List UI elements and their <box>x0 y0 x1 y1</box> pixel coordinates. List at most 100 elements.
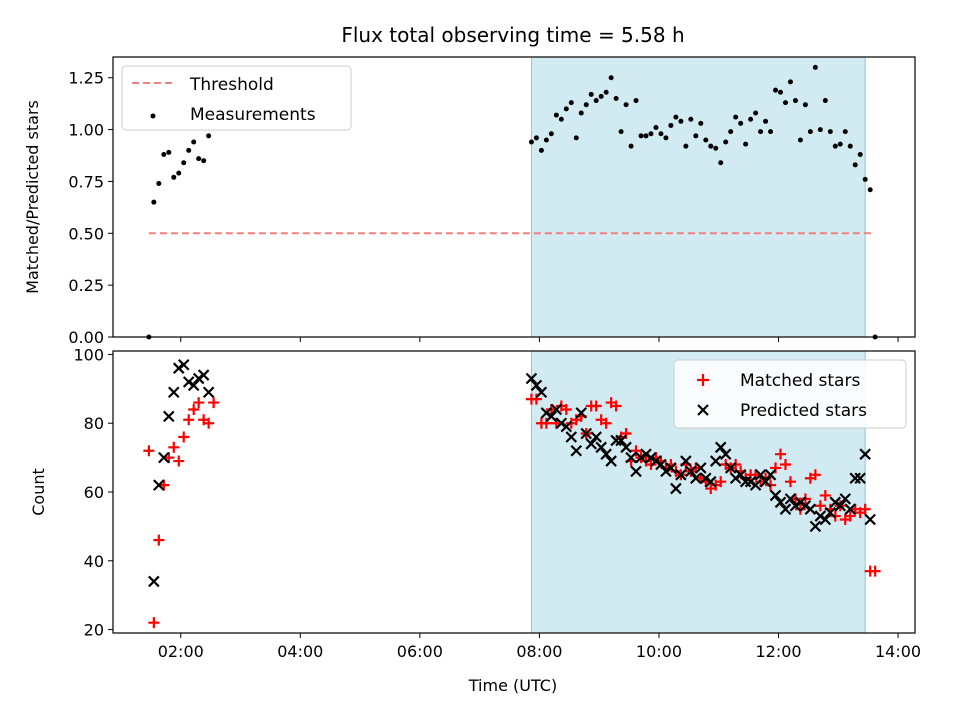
top-y-tick-label: 0.50 <box>68 224 104 243</box>
measurements-point <box>698 120 704 126</box>
predicted-stars-point <box>655 458 667 471</box>
predicted-stars-point <box>714 441 727 454</box>
predicted-stars-point <box>158 451 170 464</box>
x-tick-label: 08:00 <box>516 642 562 661</box>
measurements-point <box>743 141 749 147</box>
measurements-point <box>543 137 549 143</box>
predicted-stars-point <box>834 499 847 512</box>
measurements-point <box>176 170 182 176</box>
measurements-point <box>768 129 774 135</box>
matched-stars-point <box>819 489 831 501</box>
predicted-stars-point <box>739 475 752 488</box>
measurements-point <box>723 139 729 145</box>
measurements-point <box>583 102 589 108</box>
measurements-point <box>713 145 719 151</box>
predicted-stars-point <box>864 513 876 526</box>
measurements-point <box>867 187 873 193</box>
measurements-point <box>588 91 594 97</box>
predicted-stars-point <box>809 520 822 533</box>
matched-stars-point <box>859 503 871 515</box>
bottom-legend: Matched stars Predicted stars <box>673 359 907 429</box>
predicted-stars-point <box>148 575 160 588</box>
measurements-point <box>778 89 784 95</box>
predicted-stars-point <box>859 448 871 460</box>
measurements-point <box>753 110 759 116</box>
predicted-stars-point <box>530 379 543 392</box>
measurements-point <box>802 102 808 108</box>
predicted-stars-point <box>575 407 588 419</box>
measurements-point <box>171 174 177 180</box>
predicted-stars-point <box>163 410 175 423</box>
measurements-point <box>186 147 192 153</box>
top-shaded-interval <box>530 56 866 338</box>
measurements-point <box>628 143 634 149</box>
top-panel-frame <box>112 56 916 338</box>
predicted-stars-point <box>187 379 200 392</box>
measurements-point <box>568 100 574 106</box>
measurements-point <box>558 116 564 122</box>
matched-stars-point <box>168 441 180 453</box>
measurements-point <box>533 135 539 141</box>
matched-stars-point <box>600 417 612 429</box>
measurements-point <box>538 147 544 153</box>
measurements-point <box>758 129 764 135</box>
measurements-point <box>817 127 823 133</box>
matched-stars-point <box>610 400 622 412</box>
measurements-point <box>161 151 167 157</box>
predicted-stars-point <box>849 472 862 485</box>
measurements-point <box>553 112 559 118</box>
measurements-point <box>166 149 172 155</box>
x-tick-label: 14:00 <box>875 642 921 661</box>
measurements-point <box>603 89 609 95</box>
predicted-stars-point <box>774 496 787 509</box>
predicted-stars-point <box>197 369 210 381</box>
predicted-stars-point <box>665 462 677 474</box>
measurements-point <box>852 162 858 168</box>
measurements-point <box>151 199 157 205</box>
measurements-point <box>718 160 724 166</box>
predicted-stars-point <box>734 469 747 481</box>
bottom-y-tick-label: 40 <box>84 552 104 571</box>
predicted-stars-point <box>595 441 607 454</box>
measurements-point <box>648 131 654 137</box>
matched-stars-point <box>148 617 160 629</box>
predicted-stars-point <box>709 455 722 467</box>
measurements-point <box>613 95 619 101</box>
measurements-point <box>748 116 754 122</box>
predicted-stars-point <box>590 431 602 443</box>
predicted-stars-point <box>704 475 717 488</box>
predicted-stars-point <box>769 489 782 502</box>
bottom-x-ticks: 02:00 04:00 06:00 08:00 10:00 12:00 14:00 <box>158 633 921 661</box>
measurements-point <box>792 98 798 104</box>
bottom-y-tick-label: 80 <box>84 414 104 433</box>
x-tick-label: 12:00 <box>755 642 801 661</box>
predicted-stars-point <box>570 444 583 457</box>
legend-measurements-swatch <box>150 113 156 119</box>
predicted-stars-point <box>719 448 732 460</box>
measurements-point <box>578 110 584 116</box>
legend-matched-label: Matched stars <box>740 371 860 391</box>
x-tick-label: 04:00 <box>277 642 323 661</box>
measurements-point <box>206 133 212 139</box>
measurements-point <box>563 106 569 112</box>
top-y-tick-label: 1.25 <box>68 69 104 88</box>
top-plot-layer <box>146 64 878 340</box>
measurements-point <box>673 114 679 120</box>
predicted-stars-point <box>824 506 837 519</box>
measurements-point <box>643 133 649 139</box>
matched-stars-point <box>178 431 190 443</box>
predicted-stars-point <box>759 475 772 488</box>
measurements-point <box>797 137 803 143</box>
measurements-point <box>812 64 818 70</box>
predicted-stars-point <box>535 386 548 399</box>
measurements-point <box>703 137 709 143</box>
top-legend-frame <box>121 65 352 131</box>
measurements-point <box>773 87 779 93</box>
predicted-stars-point <box>685 465 697 478</box>
matched-stars-point <box>560 403 572 415</box>
predicted-stars-point <box>724 462 737 474</box>
top-y-tick-label: 0.75 <box>68 172 104 191</box>
measurements-point <box>827 129 833 135</box>
measurements-point <box>688 116 694 122</box>
